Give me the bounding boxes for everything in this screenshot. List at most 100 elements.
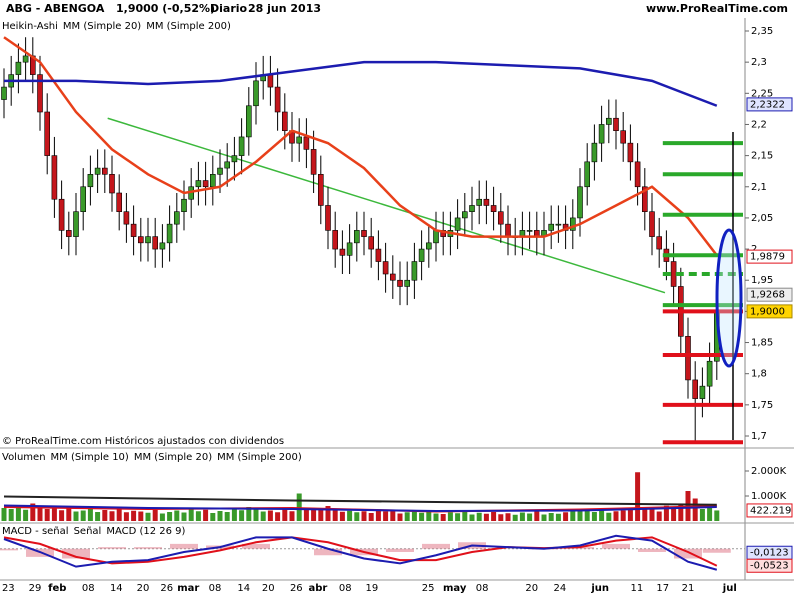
volume-bar	[620, 510, 626, 521]
volume-bar	[44, 509, 50, 521]
annotations	[715, 132, 743, 440]
y-tick-label: 2,35	[751, 26, 773, 37]
price-tag-label: 1,9268	[750, 290, 785, 301]
candle-body	[548, 223, 555, 231]
candle-body	[238, 136, 245, 156]
footnote: © ProRealTime.com Históricos ajustados c…	[2, 435, 284, 447]
histogram-bar	[98, 547, 126, 549]
candle-body	[58, 198, 65, 231]
candle-body	[605, 117, 612, 125]
candle-body	[80, 186, 86, 212]
candle-body	[361, 230, 367, 237]
candle-body	[51, 155, 58, 200]
candle-body	[389, 273, 396, 281]
volume-bar	[167, 512, 173, 521]
candle-body	[195, 180, 202, 188]
y-tick-label: 1,7	[751, 431, 767, 442]
line-series	[3, 534, 718, 571]
candle-body	[1, 86, 7, 100]
volume-bar	[419, 512, 425, 521]
x-tick-label: 20	[137, 583, 150, 594]
candle-body	[138, 236, 144, 244]
volume-bar	[483, 513, 489, 521]
volume-bar	[375, 509, 381, 521]
histogram-bar	[422, 543, 450, 549]
volume-bar	[714, 510, 720, 521]
volume-bar	[282, 509, 288, 521]
candle-body	[325, 205, 331, 231]
volume-bar	[404, 512, 410, 521]
volume-bar	[181, 512, 187, 521]
candle-body	[281, 111, 288, 131]
volume-bar	[599, 509, 605, 521]
header-site: www.ProRealTime.com	[646, 2, 788, 15]
volume-bar	[289, 511, 295, 521]
volume-bar	[447, 512, 453, 521]
volume-bar	[15, 505, 21, 521]
price-tag-label: 1,9879	[750, 252, 785, 263]
histogram-bar	[242, 543, 270, 549]
header-price: 1,9000 (-0,52%)	[116, 2, 215, 15]
candle-body	[569, 217, 576, 231]
candle-body	[641, 186, 648, 212]
y-tick-label: 2,3	[751, 57, 767, 68]
volume-bar	[80, 510, 86, 521]
line-series	[3, 504, 717, 513]
trend-line	[107, 117, 666, 294]
volume-bar	[145, 512, 151, 521]
y-tick-label: 2,05	[751, 213, 773, 224]
volume-bar	[224, 512, 230, 521]
candle-body	[87, 174, 94, 188]
candle-body	[224, 161, 230, 169]
legend-entry: Heikin-Ashi	[2, 21, 58, 32]
volume-bar	[8, 509, 14, 521]
volume-bar	[462, 511, 468, 521]
candle-body	[591, 142, 598, 163]
candle-body	[411, 261, 418, 281]
volume-bar	[188, 509, 194, 521]
candle-body	[598, 124, 605, 144]
histogram-bar	[638, 548, 666, 552]
y-tick-label: 2,25	[751, 88, 773, 99]
volume-bar	[469, 514, 475, 521]
candle-body	[577, 186, 583, 219]
volume-bar	[59, 510, 65, 521]
volume-bar	[426, 511, 432, 521]
candle-body	[332, 230, 339, 250]
volume-bar	[354, 512, 360, 521]
candle-body	[44, 111, 51, 156]
candle-body	[181, 198, 187, 212]
volume-bar	[534, 511, 540, 521]
candle-body	[433, 230, 439, 244]
line-series	[3, 36, 718, 257]
volume-bar	[174, 510, 180, 521]
x-tick-label: 08	[209, 583, 222, 594]
volume-bar	[152, 509, 158, 521]
candle-body	[497, 211, 504, 225]
y-tick-label: 1.000K	[751, 491, 787, 502]
volume-bar	[577, 509, 583, 521]
volume-bar	[23, 509, 29, 521]
volume-bar	[318, 509, 324, 521]
volume-bar	[159, 513, 165, 521]
volume-bar	[109, 511, 115, 521]
candle-body	[620, 130, 627, 144]
candle-body	[317, 174, 324, 206]
candle-body	[310, 149, 317, 175]
volume-bar	[707, 507, 713, 521]
price-tag	[746, 558, 793, 573]
candle-body	[274, 86, 281, 113]
candle-body	[656, 236, 663, 250]
header-period: Diario	[210, 2, 248, 15]
candle-body	[66, 230, 72, 237]
volume-bar	[390, 510, 396, 521]
volume-bar	[649, 509, 655, 521]
candle-body	[454, 217, 461, 231]
volume-bar	[512, 514, 518, 521]
legend-entry: MM (Simple 20)	[134, 452, 212, 463]
candle-body	[375, 248, 382, 262]
candle-body	[469, 205, 475, 212]
y-tick-label: 2,15	[751, 151, 773, 162]
volume-bar	[231, 508, 237, 521]
